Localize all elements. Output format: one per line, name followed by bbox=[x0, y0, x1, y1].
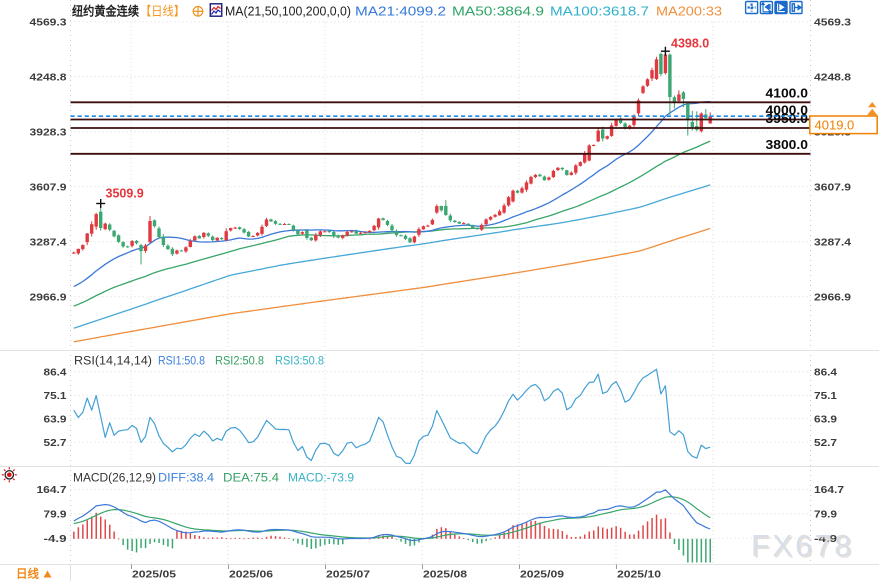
svg-text:FX678: FX678 bbox=[751, 529, 854, 563]
svg-text:3287.4: 3287.4 bbox=[30, 236, 67, 248]
svg-text:164.7: 164.7 bbox=[814, 484, 844, 496]
svg-text:63.9: 63.9 bbox=[814, 413, 837, 425]
svg-text:RSI(14,14,14): RSI(14,14,14) bbox=[74, 356, 152, 368]
svg-text:3607.9: 3607.9 bbox=[814, 181, 851, 193]
svg-text:2025/07: 2025/07 bbox=[326, 568, 370, 580]
svg-text:4019.0: 4019.0 bbox=[815, 118, 855, 133]
svg-text:RSI2:50.8: RSI2:50.8 bbox=[215, 356, 264, 368]
svg-text:52.7: 52.7 bbox=[44, 437, 67, 449]
svg-text:2025/10: 2025/10 bbox=[617, 568, 661, 580]
svg-text:MA100:3618.7: MA100:3618.7 bbox=[550, 5, 649, 19]
svg-text:RSI1:50.8: RSI1:50.8 bbox=[158, 356, 205, 368]
svg-text:4569.3: 4569.3 bbox=[30, 16, 67, 28]
svg-text:52.7: 52.7 bbox=[814, 437, 837, 449]
svg-text:4398.0: 4398.0 bbox=[671, 37, 709, 51]
svg-text:MACD:-73.9: MACD:-73.9 bbox=[288, 473, 354, 485]
svg-text:164.7: 164.7 bbox=[37, 484, 67, 496]
svg-text:2025/06: 2025/06 bbox=[229, 568, 273, 580]
svg-text:86.4: 86.4 bbox=[44, 366, 67, 378]
svg-text:75.1: 75.1 bbox=[814, 390, 837, 402]
svg-text:3928.3: 3928.3 bbox=[30, 126, 67, 138]
svg-text:3287.4: 3287.4 bbox=[814, 236, 851, 248]
svg-text:4248.8: 4248.8 bbox=[30, 71, 67, 83]
svg-text:2966.9: 2966.9 bbox=[30, 291, 67, 303]
svg-text:3950.0: 3950.0 bbox=[766, 112, 809, 126]
svg-text:【日线】: 【日线】 bbox=[140, 5, 185, 19]
svg-text:75.1: 75.1 bbox=[44, 390, 67, 402]
svg-text:3800.0: 3800.0 bbox=[766, 138, 809, 152]
svg-text:MA21:4099.2: MA21:4099.2 bbox=[355, 5, 446, 19]
svg-text:MA200:33: MA200:33 bbox=[656, 5, 722, 19]
svg-text:MA(21,50,100,200,0,0): MA(21,50,100,200,0,0) bbox=[225, 5, 351, 19]
svg-text:4000.0: 4000.0 bbox=[766, 104, 809, 118]
svg-text:FX678: FX678 bbox=[753, 531, 856, 565]
svg-text:63.9: 63.9 bbox=[44, 413, 67, 425]
svg-text:MACD(26,12,9): MACD(26,12,9) bbox=[73, 473, 156, 485]
svg-text:DIFF:38.4: DIFF:38.4 bbox=[158, 473, 215, 485]
svg-text:4100.0: 4100.0 bbox=[766, 86, 809, 100]
svg-text:RSI3:50.8: RSI3:50.8 bbox=[275, 356, 324, 368]
svg-text:3607.9: 3607.9 bbox=[30, 181, 67, 193]
svg-text:79.9: 79.9 bbox=[44, 508, 67, 520]
svg-text:2025/08: 2025/08 bbox=[423, 568, 467, 580]
svg-text:日线: 日线 bbox=[16, 566, 39, 580]
svg-text:2025/09: 2025/09 bbox=[520, 568, 564, 580]
svg-text:2025/05: 2025/05 bbox=[132, 568, 176, 580]
svg-text:4248.8: 4248.8 bbox=[814, 71, 851, 83]
svg-text:86.4: 86.4 bbox=[814, 366, 837, 378]
svg-text:2966.9: 2966.9 bbox=[814, 291, 851, 303]
svg-text:79.9: 79.9 bbox=[814, 508, 837, 520]
svg-text:MA50:3864.9: MA50:3864.9 bbox=[452, 5, 544, 19]
svg-text:-4.9: -4.9 bbox=[814, 533, 837, 545]
svg-text:-4.9: -4.9 bbox=[44, 533, 67, 545]
svg-text:纽约黄金连续: 纽约黄金连续 bbox=[72, 4, 139, 19]
svg-text:3509.9: 3509.9 bbox=[106, 187, 144, 201]
svg-text:4569.3: 4569.3 bbox=[814, 16, 851, 28]
svg-text:DEA:75.4: DEA:75.4 bbox=[223, 473, 280, 485]
